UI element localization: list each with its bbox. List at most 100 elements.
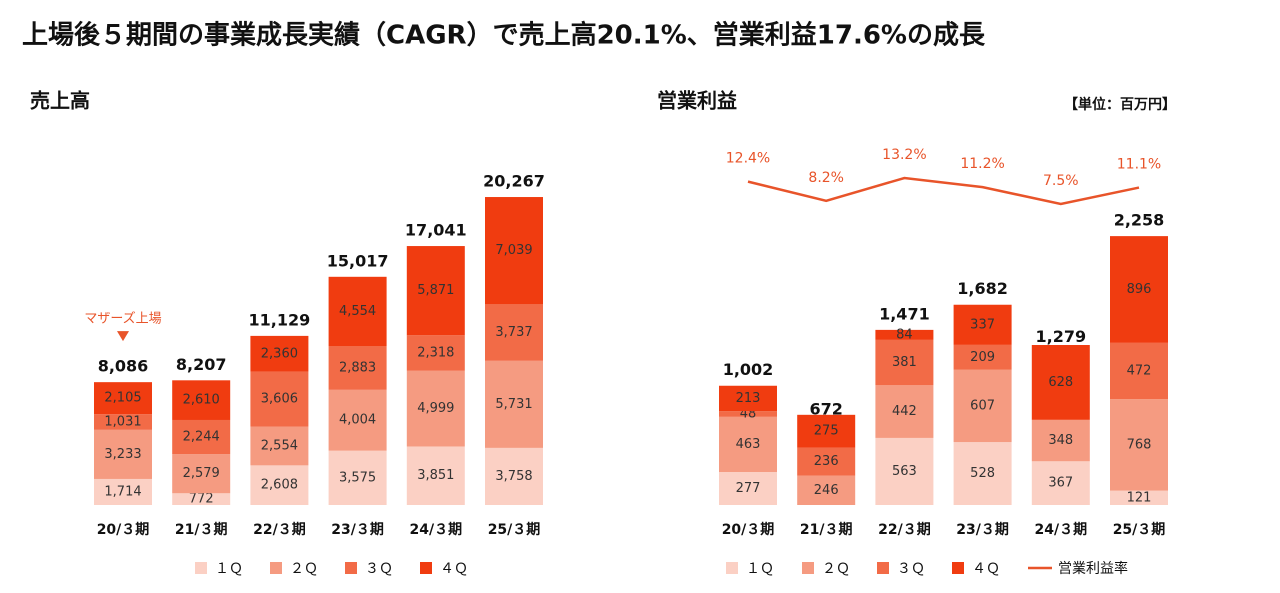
legend-swatch bbox=[420, 562, 432, 574]
legend-label: ２Ｑ bbox=[822, 561, 850, 577]
legend-swatch bbox=[952, 562, 964, 574]
legend-label: ３Ｑ bbox=[897, 561, 925, 577]
segment-label: 4,004 bbox=[339, 413, 376, 428]
total-label: 2,258 bbox=[1114, 211, 1165, 230]
line bbox=[747, 176, 1140, 206]
bar-segment bbox=[797, 414, 856, 448]
segment-label: 3,851 bbox=[417, 468, 454, 483]
legend-label: １Ｑ bbox=[215, 561, 243, 577]
segment-label: 1,031 bbox=[104, 414, 141, 429]
segment-label: 3,737 bbox=[495, 325, 532, 340]
total-label: 8,207 bbox=[176, 355, 227, 374]
bar-segment bbox=[328, 450, 387, 505]
legend-label: ２Ｑ bbox=[290, 561, 318, 577]
segment-label: 768 bbox=[1127, 437, 1152, 452]
bar-segment bbox=[406, 370, 465, 447]
x-tick-label: 24/３期 bbox=[1034, 522, 1087, 538]
x-tick-label: 22/３期 bbox=[878, 522, 931, 538]
segment-label: 84 bbox=[896, 327, 913, 342]
bar-segment bbox=[953, 344, 1012, 370]
segment-label: 2,318 bbox=[417, 345, 454, 360]
x-tick-label: 23/３期 bbox=[956, 522, 1009, 538]
segment-label: 3,575 bbox=[339, 470, 376, 485]
total-label: 11,129 bbox=[249, 310, 311, 329]
x-tick-label: 21/３期 bbox=[800, 522, 853, 538]
annotation-marker bbox=[117, 331, 129, 342]
bar-segment bbox=[172, 419, 231, 455]
total-label: 20,267 bbox=[483, 172, 545, 191]
unit-label: 【単位：百万円】 bbox=[1064, 96, 1176, 113]
segment-label: 442 bbox=[892, 404, 917, 419]
bar-segment bbox=[953, 369, 1012, 443]
bar-segment bbox=[485, 447, 543, 505]
segment-label: 121 bbox=[1127, 490, 1152, 505]
bar-segment bbox=[875, 339, 934, 386]
bar-segment bbox=[485, 197, 543, 305]
bar-segment bbox=[406, 246, 465, 336]
bar-segment bbox=[250, 465, 309, 505]
segment-label: 772 bbox=[189, 492, 214, 507]
legend-label: ４Ｑ bbox=[972, 561, 1000, 577]
bar-segment bbox=[719, 385, 777, 412]
segment-label: 1,714 bbox=[104, 484, 141, 499]
bar-segment bbox=[328, 346, 387, 390]
bar-segment bbox=[172, 493, 231, 505]
segment-label: 2,554 bbox=[261, 438, 298, 453]
bar-segment bbox=[1031, 461, 1090, 505]
bar-segment bbox=[485, 304, 543, 361]
x-tick-label: 25/３期 bbox=[1113, 522, 1166, 538]
legend-label: ４Ｑ bbox=[440, 561, 468, 577]
legend-swatch bbox=[877, 562, 889, 574]
segment-label: 896 bbox=[1127, 282, 1152, 297]
bar-segment bbox=[953, 304, 1012, 345]
total-label: 15,017 bbox=[327, 251, 389, 270]
chart-title: 売上高 bbox=[30, 89, 90, 113]
segment-label: 209 bbox=[970, 350, 995, 365]
bar-segment bbox=[250, 371, 309, 427]
segment-label: 2,105 bbox=[104, 391, 141, 406]
bar-segment bbox=[1110, 342, 1168, 400]
segment-label: 348 bbox=[1048, 433, 1073, 448]
bar-segment bbox=[406, 446, 465, 505]
bar-segment bbox=[1110, 490, 1168, 505]
bar-segment bbox=[328, 389, 387, 451]
bar-segment bbox=[172, 454, 231, 494]
bar-segment bbox=[172, 380, 231, 420]
bar-segment bbox=[875, 437, 934, 505]
bar-segment bbox=[1031, 419, 1090, 462]
total-label: 1,279 bbox=[1035, 327, 1086, 346]
legend-swatch bbox=[726, 562, 738, 574]
x-tick-label: 20/３期 bbox=[722, 522, 775, 538]
bar-segment bbox=[94, 478, 152, 505]
legend-swatch bbox=[195, 562, 207, 574]
x-tick-label: 20/３期 bbox=[97, 522, 150, 538]
x-tick-label: 22/３期 bbox=[253, 522, 306, 538]
segment-label: 381 bbox=[892, 355, 917, 370]
x-tick-label: 21/３期 bbox=[175, 522, 228, 538]
chart-title: 営業利益 bbox=[657, 89, 737, 113]
segment-label: 337 bbox=[970, 317, 995, 332]
line-label: 11.1% bbox=[1117, 157, 1161, 173]
legend-label: ３Ｑ bbox=[365, 561, 393, 577]
total-label: 8,086 bbox=[98, 357, 149, 376]
bar-segment bbox=[875, 385, 934, 438]
segment-label: 563 bbox=[892, 464, 917, 479]
segment-label: 3,233 bbox=[104, 447, 141, 462]
segment-label: 2,610 bbox=[183, 393, 220, 408]
segment-label: 2,608 bbox=[261, 478, 298, 493]
segment-label: 275 bbox=[814, 424, 839, 439]
segment-label: 4,554 bbox=[339, 304, 376, 319]
segment-label: 628 bbox=[1048, 375, 1073, 390]
legend-label: １Ｑ bbox=[746, 561, 774, 577]
line-label: 8.2% bbox=[808, 170, 844, 186]
legend-swatch bbox=[802, 562, 814, 574]
bar-segment bbox=[797, 447, 856, 476]
bar-segment bbox=[250, 426, 309, 466]
segment-label: 5,731 bbox=[495, 397, 532, 412]
line-label: 11.2% bbox=[960, 156, 1004, 172]
segment-label: 472 bbox=[1127, 363, 1152, 378]
x-tick-label: 24/３期 bbox=[409, 522, 462, 538]
bar-segment bbox=[485, 360, 543, 448]
x-tick-label: 25/３期 bbox=[488, 522, 541, 538]
bar-segment bbox=[953, 442, 1012, 505]
